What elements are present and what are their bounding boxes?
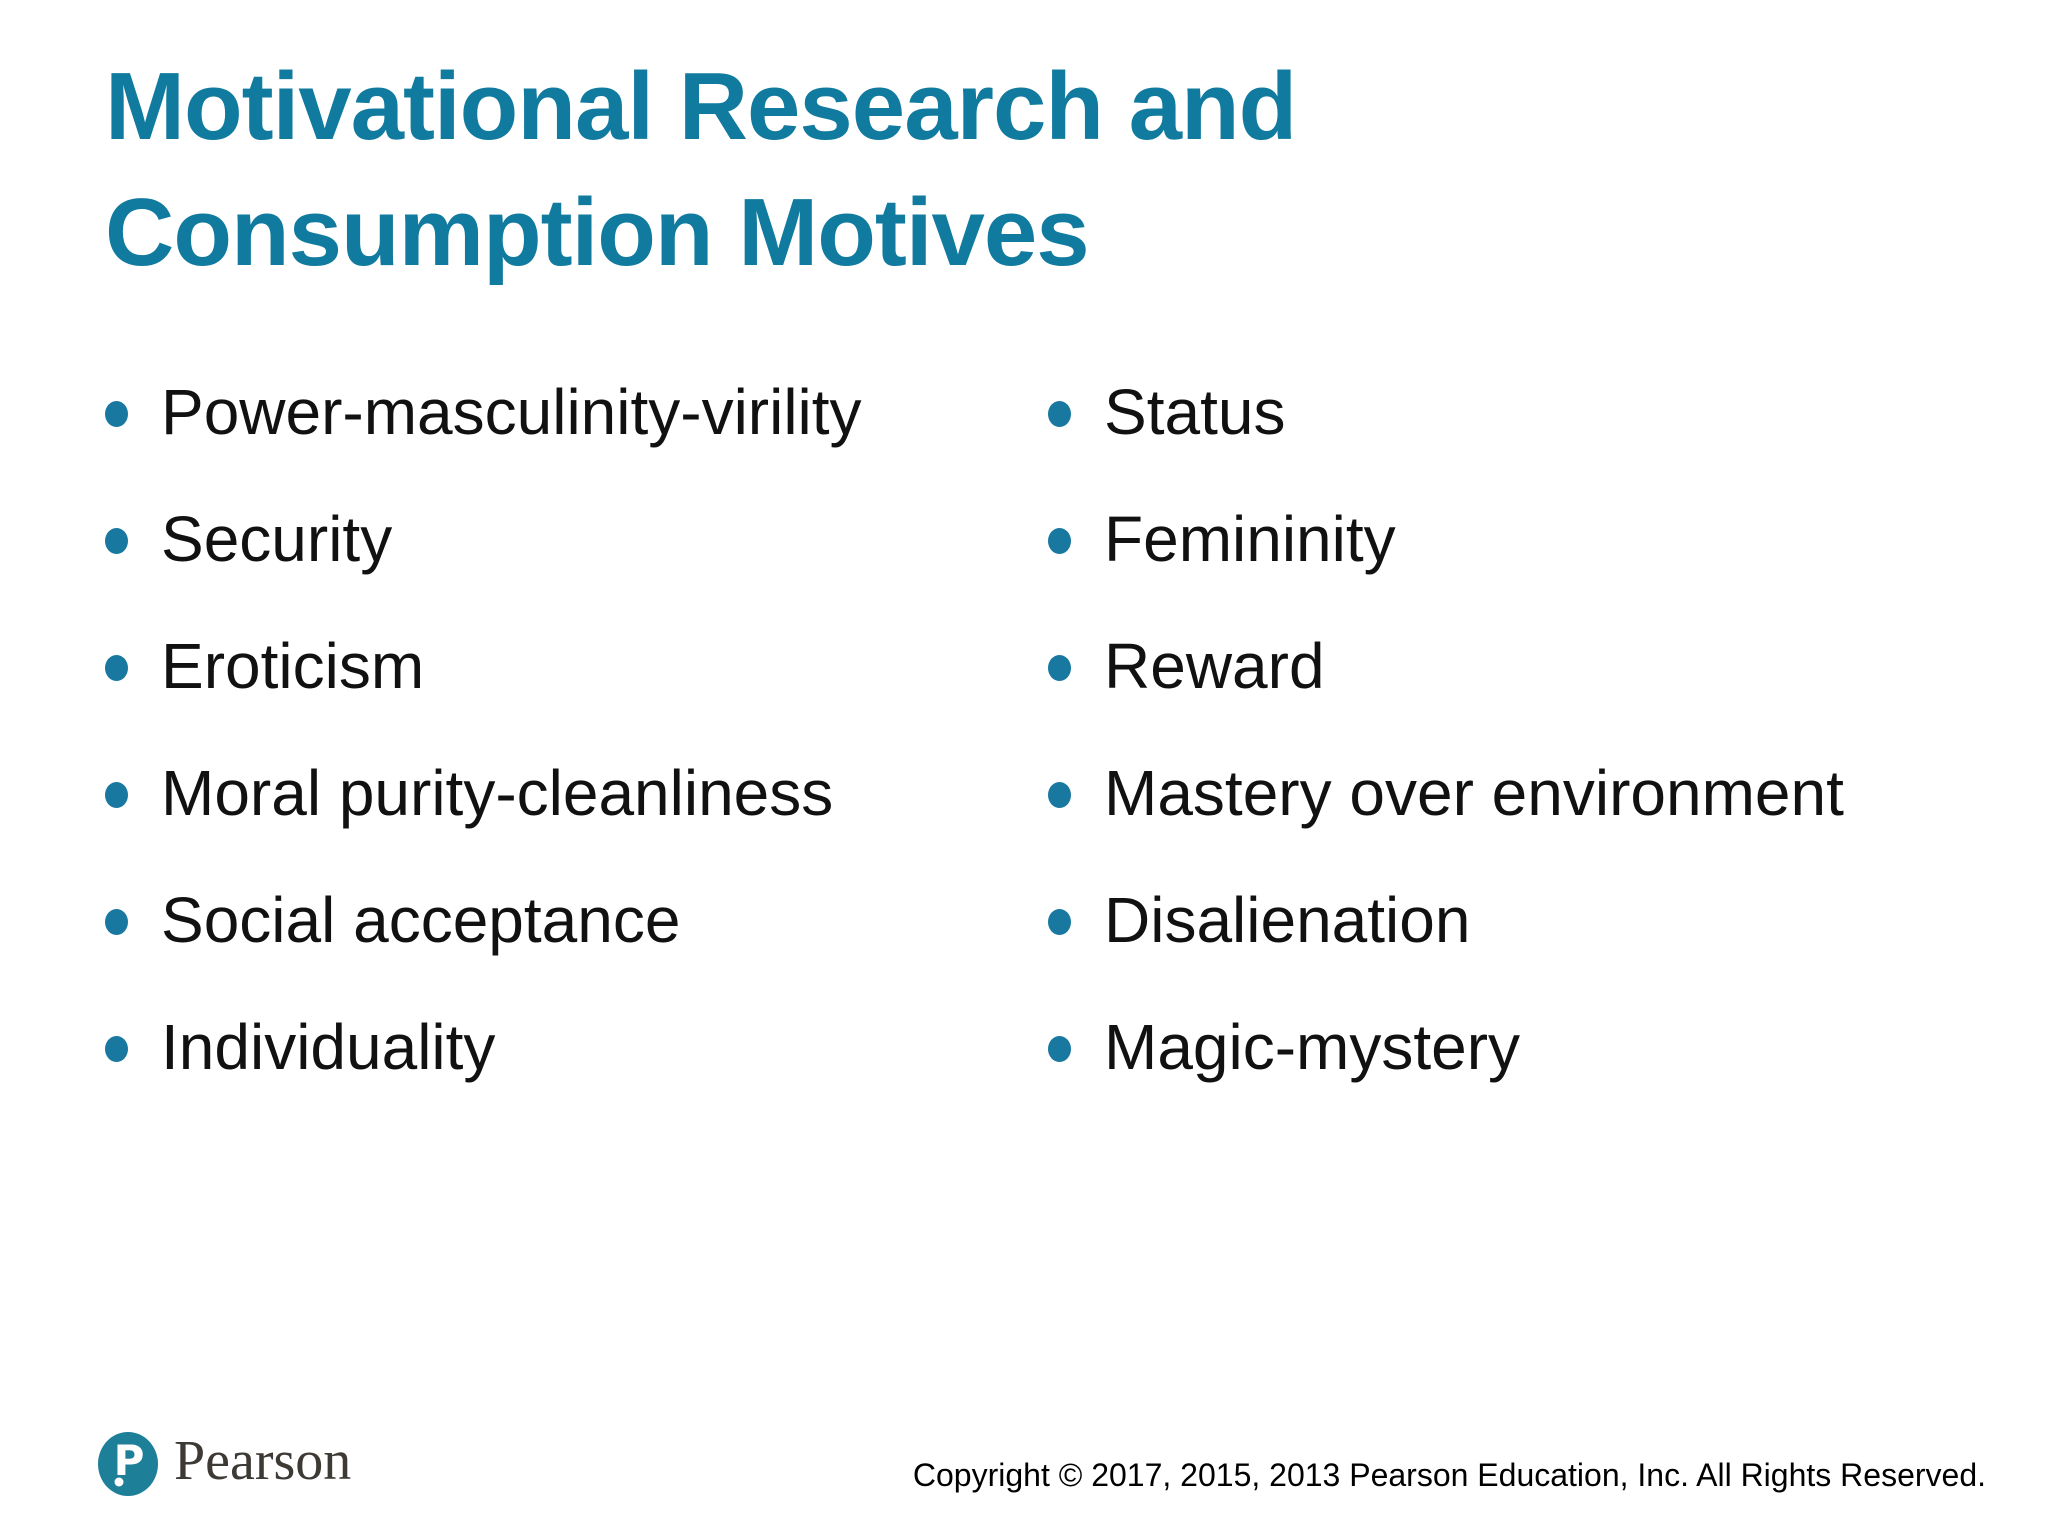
- bullet-item: Femininity: [1048, 475, 1844, 602]
- bullet-item: Mastery over environment: [1048, 729, 1844, 856]
- bullet-dot-icon: [1048, 400, 1071, 427]
- bullet-item: Reward: [1048, 602, 1844, 729]
- bullet-item-label: Security: [161, 502, 393, 575]
- bullet-list-left: Power-masculinity-virility Security Erotic…: [105, 348, 862, 1110]
- bullet-dot-icon: [1048, 908, 1071, 935]
- bullet-dot-icon: [1048, 1035, 1071, 1062]
- bullet-item-label: Eroticism: [161, 629, 425, 702]
- bullet-list-right: Status Femininity Reward Mastery over envir…: [1048, 348, 1844, 1110]
- bullet-item-label: Power-masculinity-virility: [161, 375, 862, 448]
- bullet-dot-icon: [105, 654, 128, 681]
- bullet-item-label: Social acceptance: [161, 883, 681, 956]
- bullet-item: Status: [1048, 348, 1844, 475]
- page-title: Motivational Research and Consumption Mo…: [105, 44, 1297, 296]
- bullet-item: Disalienation: [1048, 856, 1844, 983]
- bullet-item-label: Disalienation: [1104, 883, 1471, 956]
- pearson-brand-lockup: P Pearson: [98, 1430, 352, 1496]
- copyright-text: Copyright © 2017, 2015, 2013 Pearson Edu…: [912, 1457, 1986, 1493]
- pearson-p-icon: P: [98, 1432, 158, 1496]
- bullet-item: Eroticism: [105, 602, 862, 729]
- bullet-dot-icon: [1048, 781, 1071, 808]
- bullet-item-label: Femininity: [1104, 502, 1396, 575]
- bullet-item: Individuality: [105, 983, 862, 1110]
- bullet-dot-icon: [105, 781, 128, 808]
- bullet-dot-icon: [105, 908, 128, 935]
- page-title-line-2: Consumption Motives: [105, 178, 1090, 286]
- bullet-item-label: Mastery over environment: [1104, 756, 1844, 829]
- logo-ellipse: [98, 1432, 158, 1496]
- bullet-dot-icon: [1048, 527, 1071, 554]
- bullet-item: Social acceptance: [105, 856, 862, 983]
- bullet-item: Security: [105, 475, 862, 602]
- page-title-line-1: Motivational Research and: [105, 53, 1297, 160]
- bullet-item-label: Individuality: [161, 1010, 496, 1083]
- bullet-item-label: Status: [1104, 375, 1286, 448]
- bullet-dot-icon: [105, 1035, 128, 1062]
- pearson-wordmark: Pearson: [174, 1430, 352, 1492]
- bullet-item: Moral purity-cleanliness: [105, 729, 862, 856]
- bullet-dot-icon: [105, 527, 128, 554]
- svg-text:P: P: [114, 1436, 145, 1485]
- bullet-item: Power-masculinity-virility: [105, 348, 862, 475]
- bullet-item-label: Magic-mystery: [1104, 1010, 1521, 1083]
- bullet-item-label: Moral purity-cleanliness: [161, 756, 834, 829]
- footer: P Pearson Copyright © 2017, 2015, 2013 P…: [0, 1416, 2048, 1536]
- bullet-dot-icon: [1048, 654, 1071, 681]
- bullet-item-label: Reward: [1104, 629, 1325, 702]
- bullet-dot-icon: [105, 400, 128, 427]
- bullet-item: Magic-mystery: [1048, 983, 1844, 1110]
